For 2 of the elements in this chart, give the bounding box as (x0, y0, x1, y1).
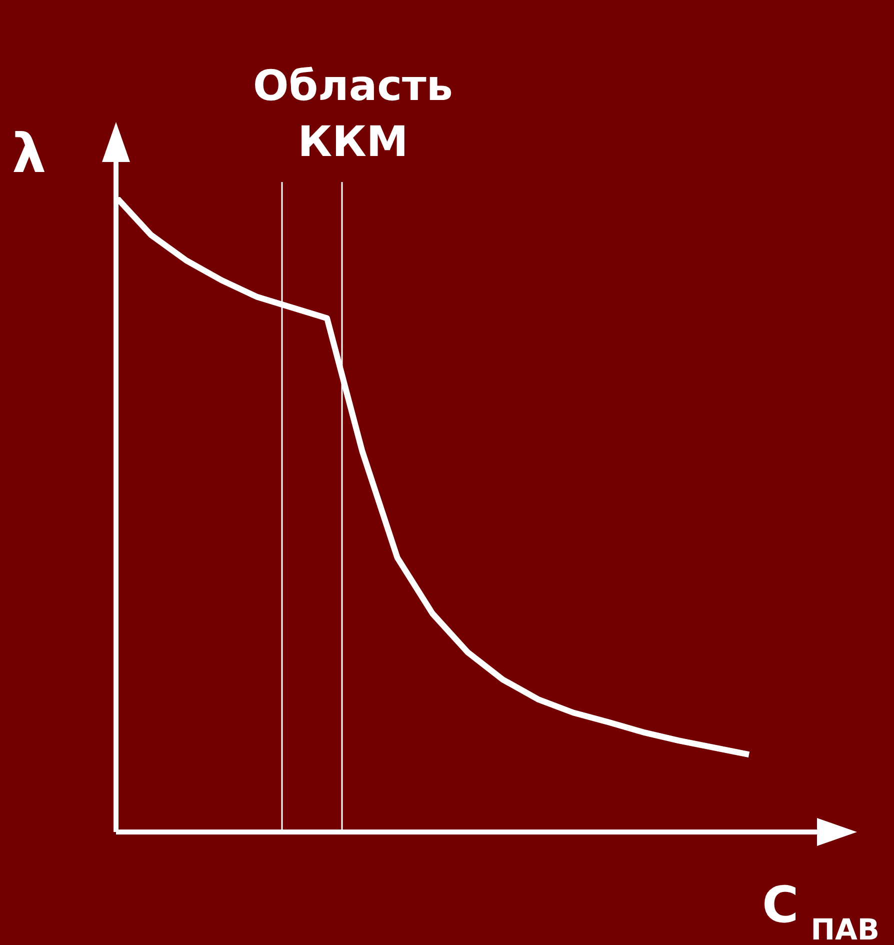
text: Область ККМ (253, 61, 453, 166)
text: λ (12, 122, 46, 185)
